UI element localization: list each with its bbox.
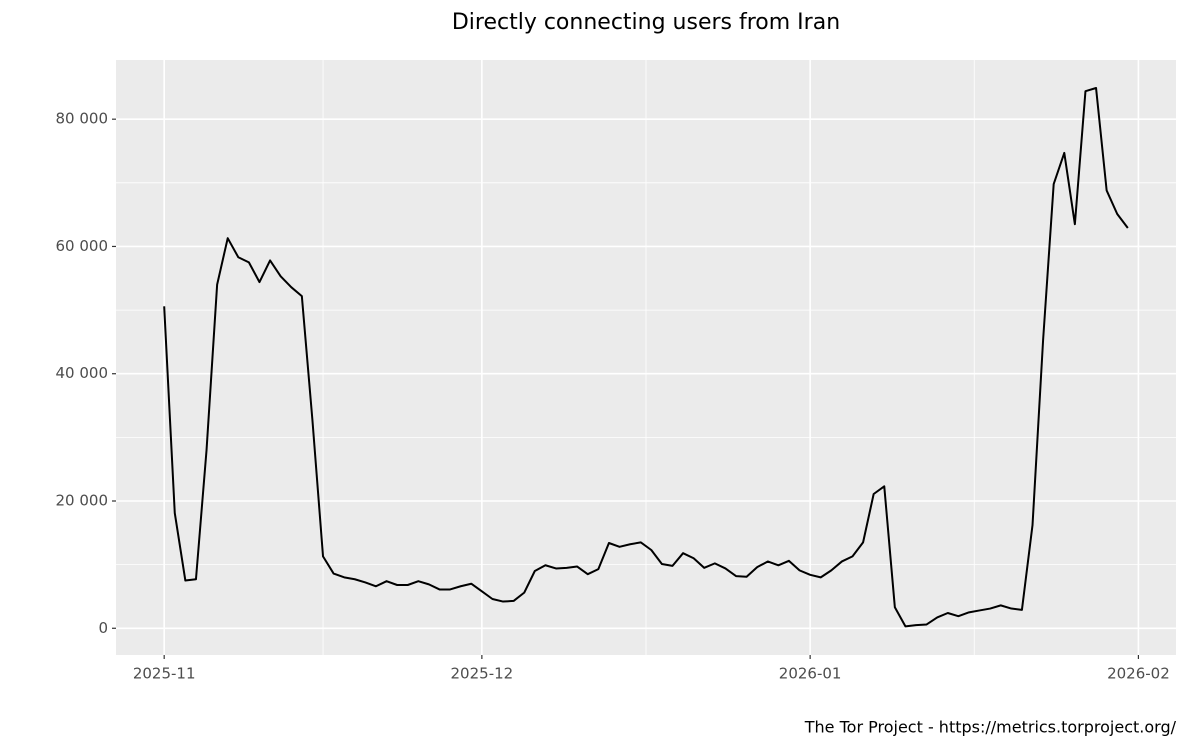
grid <box>116 60 1176 655</box>
x-tick-label: 2026-02 <box>1107 665 1170 683</box>
x-tick-label: 2025-12 <box>451 665 514 683</box>
chart-title: Directly connecting users from Iran <box>452 10 840 35</box>
y-tick-label: 40 000 <box>56 364 109 382</box>
x-tick-label: 2025-11 <box>133 665 196 683</box>
caption: The Tor Project - https://metrics.torpro… <box>804 718 1177 737</box>
x-tick-label: 2026-01 <box>779 665 842 683</box>
y-tick-label: 80 000 <box>56 110 109 128</box>
y-tick-label: 0 <box>98 619 108 637</box>
y-tick-label: 60 000 <box>56 237 109 255</box>
data-line <box>163 87 1129 628</box>
y-tick-label: 20 000 <box>56 492 109 510</box>
